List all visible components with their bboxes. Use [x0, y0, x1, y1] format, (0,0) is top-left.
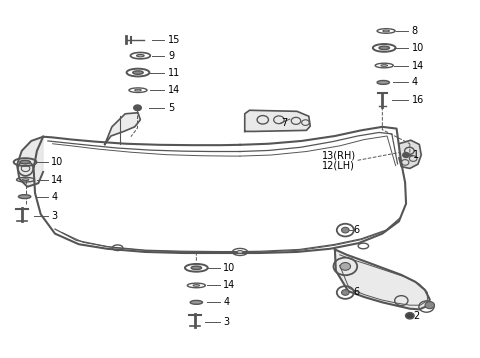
- Circle shape: [425, 302, 434, 309]
- Text: 2: 2: [413, 311, 420, 321]
- Text: 10: 10: [51, 157, 63, 167]
- Text: 8: 8: [412, 26, 418, 36]
- Text: 10: 10: [412, 43, 424, 53]
- Text: 14: 14: [412, 61, 424, 71]
- Text: 14: 14: [168, 85, 180, 95]
- Ellipse shape: [190, 300, 203, 304]
- Text: 4: 4: [223, 297, 229, 308]
- Ellipse shape: [193, 285, 200, 286]
- Ellipse shape: [135, 89, 141, 91]
- Ellipse shape: [18, 195, 31, 199]
- Text: 1: 1: [413, 150, 420, 160]
- Text: 12(LH): 12(LH): [322, 161, 354, 171]
- Ellipse shape: [377, 81, 389, 84]
- Circle shape: [134, 105, 141, 111]
- Text: 13(RH): 13(RH): [322, 150, 356, 160]
- Text: 16: 16: [412, 95, 424, 105]
- Text: 14: 14: [223, 280, 236, 290]
- Polygon shape: [105, 113, 140, 145]
- Ellipse shape: [379, 46, 389, 50]
- Ellipse shape: [20, 160, 30, 164]
- Circle shape: [342, 290, 349, 295]
- Ellipse shape: [237, 251, 243, 253]
- Text: 10: 10: [223, 263, 236, 273]
- Polygon shape: [399, 140, 421, 168]
- Ellipse shape: [191, 266, 202, 270]
- Polygon shape: [17, 137, 43, 187]
- Ellipse shape: [133, 71, 143, 74]
- Text: 7: 7: [281, 118, 288, 127]
- Text: 4: 4: [51, 192, 57, 202]
- Text: 14: 14: [51, 175, 63, 185]
- Text: 3: 3: [51, 211, 57, 221]
- Ellipse shape: [137, 54, 144, 57]
- Text: 6: 6: [353, 287, 359, 297]
- Ellipse shape: [22, 179, 29, 180]
- Polygon shape: [245, 110, 310, 131]
- Text: 4: 4: [412, 77, 418, 87]
- Circle shape: [342, 227, 349, 233]
- Circle shape: [406, 313, 414, 319]
- Text: 3: 3: [223, 317, 229, 327]
- Ellipse shape: [383, 30, 389, 32]
- Text: 6: 6: [353, 225, 359, 235]
- Text: 11: 11: [168, 68, 180, 78]
- Text: 9: 9: [168, 50, 174, 61]
- Polygon shape: [335, 250, 430, 309]
- Text: 15: 15: [168, 35, 180, 45]
- Ellipse shape: [381, 65, 387, 66]
- Text: 5: 5: [168, 103, 174, 113]
- Circle shape: [340, 262, 350, 270]
- Circle shape: [403, 153, 409, 158]
